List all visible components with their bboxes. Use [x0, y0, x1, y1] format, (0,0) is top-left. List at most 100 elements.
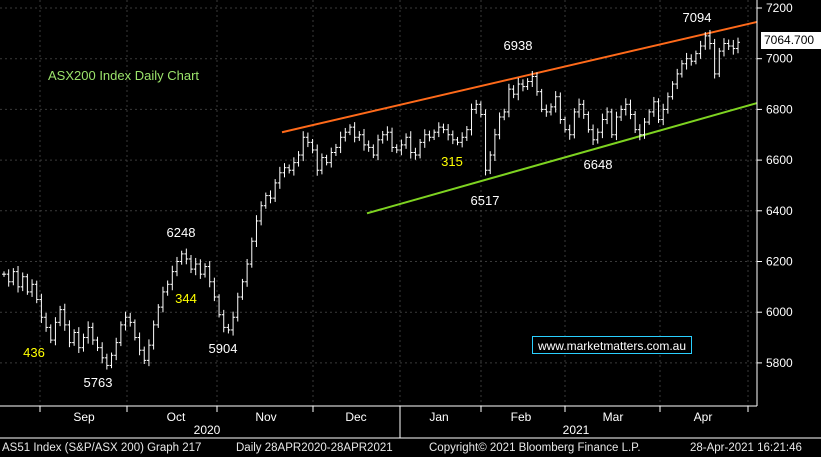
y-axis: 5800 6000 6200 6400 6600 6800 7000 7200: [756, 0, 793, 406]
annotation-label: 5904: [209, 341, 238, 356]
ohlc-bar: [548, 103, 553, 116]
ohlc-bar: [165, 280, 170, 296]
lower-trend-line: [366, 102, 758, 215]
ohlc-bar: [717, 47, 722, 78]
ohlc-bar: [273, 179, 278, 202]
ohlc-bar: [520, 79, 525, 92]
ohlc-bar: [581, 99, 586, 119]
ohlc-bar: [58, 305, 63, 327]
ohlc-bar: [455, 136, 460, 146]
annotations: 7094 6938 6248 6517 6648 5904 5763 315 344 436: [23, 10, 711, 390]
ohlc-bar: [736, 37, 740, 54]
ohlc-bar: [259, 201, 264, 226]
ohlc-bar: [544, 104, 549, 117]
ohlc-bar: [268, 190, 273, 204]
ohlc-bar: [656, 98, 661, 124]
ohlc-bar: [609, 108, 614, 138]
ohlc-bar: [525, 78, 530, 90]
footer-security: AS51 Index (S&P/ASX 200) Graph 217: [2, 442, 202, 454]
ohlc-bar: [703, 32, 708, 50]
ohlc-bar: [689, 54, 694, 66]
ohlc-bar: [189, 255, 194, 274]
annotation-label: 6248: [167, 225, 196, 240]
ohlc-bar: [721, 38, 726, 57]
year-label: 2020: [194, 423, 221, 437]
ohlc-bar: [366, 140, 371, 152]
ohlc-bar: [62, 303, 67, 331]
ohlc-bar: [385, 126, 390, 141]
ohlc-bar: [198, 259, 203, 279]
ohlc-bar: [34, 280, 39, 304]
ohlc-bar: [207, 261, 212, 288]
ohlc-bar: [6, 269, 11, 287]
annotation-label: 6648: [584, 157, 613, 172]
ohlc-bar: [376, 134, 381, 161]
ohlc-bar: [684, 52, 689, 70]
ohlc-bar: [679, 60, 684, 78]
ohlc-bar: [287, 164, 292, 174]
ohlc-bar: [595, 128, 600, 144]
ohlc-bar: [282, 163, 287, 178]
chart-title: ASX200 Index Daily Chart: [48, 68, 199, 83]
ohlc-bar: [333, 143, 338, 156]
ohlc-bar: [221, 309, 226, 333]
ohlc-bar: [114, 337, 119, 361]
ohlc-bar: [394, 144, 399, 154]
ohlc-bar: [53, 317, 58, 346]
ohlc-bar: [450, 130, 455, 145]
ohlc-bar: [665, 92, 670, 114]
ohlc-bar: [516, 77, 521, 101]
ohlc-bar: [427, 130, 432, 142]
y-tick-label: 6600: [766, 153, 793, 167]
ohlc-bar: [25, 273, 30, 295]
trend-lines: [281, 20, 758, 215]
ohlc-bar: [698, 40, 703, 59]
ohlc-bar: [338, 131, 343, 154]
annotation-label: 315: [441, 154, 463, 169]
ohlc-bar: [226, 323, 231, 334]
ohlc-bar: [380, 130, 385, 144]
ohlc-bar: [361, 128, 366, 151]
ohlc-bar: [203, 263, 208, 278]
ohlc-bar: [661, 103, 666, 126]
ohlc-bar: [647, 109, 652, 125]
annotation-label: 6938: [504, 38, 533, 53]
month-label: Nov: [255, 410, 276, 424]
month-label: Mar: [603, 410, 624, 424]
price-bars: [2, 29, 740, 370]
ohlc-bar: [464, 126, 469, 141]
ohlc-bar: [539, 88, 544, 113]
y-tick-label: 6400: [766, 204, 793, 218]
ohlc-bar: [586, 111, 591, 133]
ohlc-bar: [296, 151, 301, 167]
ohlc-bar: [44, 312, 49, 332]
ohlc-bar: [137, 332, 142, 356]
month-label: Dec: [345, 410, 366, 424]
ohlc-bar: [534, 72, 539, 96]
ohlc-bar: [132, 319, 137, 341]
ohlc-bar: [436, 122, 441, 138]
ohlc-bar: [48, 324, 53, 344]
last-price-label: 7064.700: [761, 32, 821, 49]
ohlc-bar: [390, 127, 395, 152]
ohlc-bar: [39, 293, 44, 324]
ohlc-bar: [301, 131, 306, 162]
footer-copyright: Copyright© 2021 Bloomberg Finance L.P.: [429, 442, 641, 454]
ohlc-bar: [305, 132, 310, 148]
website-watermark[interactable]: www.marketmatters.com.au: [532, 336, 692, 354]
month-label: Apr: [694, 410, 713, 424]
ohlc-bar: [600, 113, 605, 139]
ohlc-bar: [651, 96, 656, 117]
ohlc-bar: [371, 144, 376, 159]
ohlc-bar: [212, 277, 217, 302]
ohlc-bar: [637, 124, 642, 141]
ohlc-bar: [563, 116, 568, 133]
ohlc-bar: [478, 101, 483, 118]
y-tick-label: 7200: [766, 1, 793, 15]
ohlc-bar: [347, 124, 352, 136]
ohlc-bar: [483, 109, 488, 176]
y-tick-label: 5800: [766, 356, 793, 370]
year-label: 2021: [563, 423, 590, 437]
ohlc-bar: [142, 346, 147, 365]
x-axis: Sep Oct Nov Dec Jan Feb Mar Apr 2020 2021: [0, 405, 821, 439]
